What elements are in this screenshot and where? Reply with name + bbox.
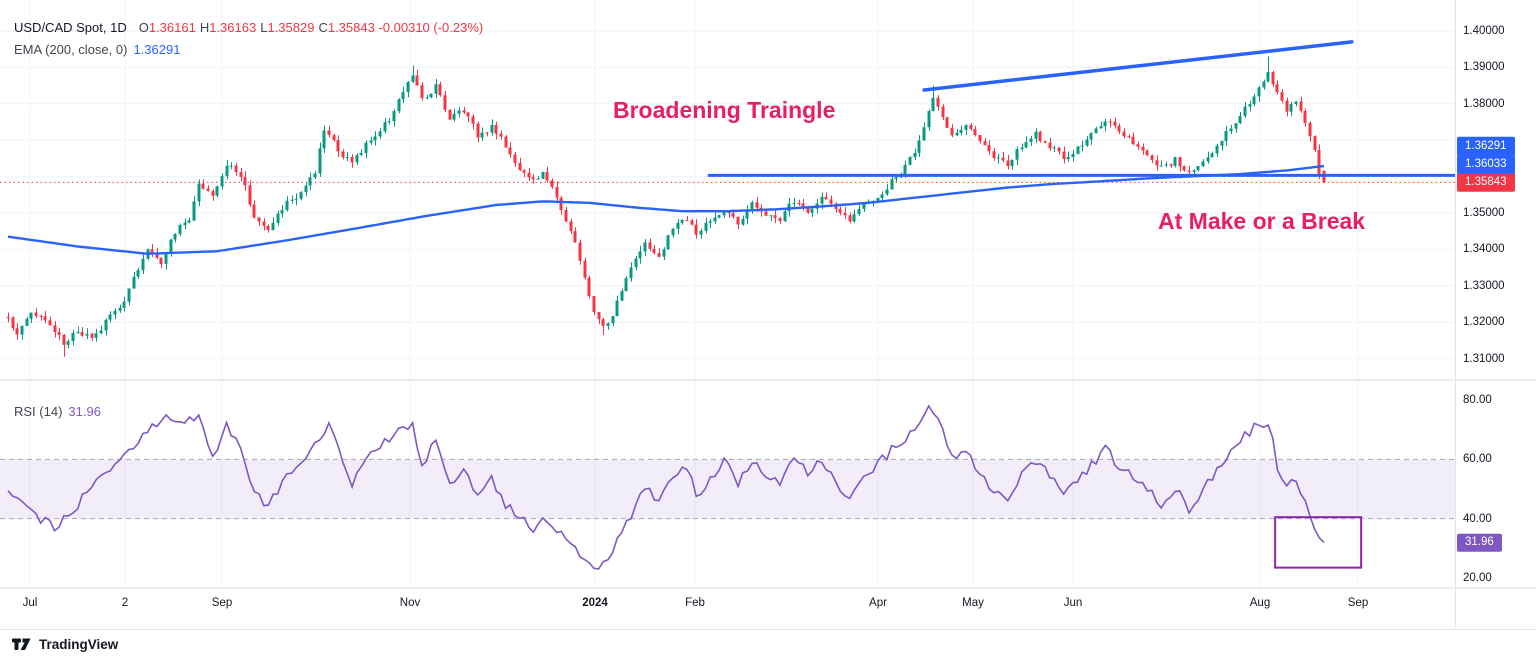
ohlc-high: H1.36163: [199, 20, 257, 35]
rsi-band: [0, 458, 1456, 520]
rsi-axis-badge: 31.96: [1457, 533, 1502, 552]
rsi-axis-label: 40.00: [1463, 512, 1492, 525]
price-axis-label: 1.35000: [1463, 207, 1505, 219]
price-axis-label: 1.39000: [1463, 61, 1505, 74]
change-value: -0.00310 (-0.23%): [378, 20, 484, 35]
symbol-title[interactable]: USD/CAD Spot, 1D: [14, 20, 127, 35]
annotation-text-1[interactable]: Broadening Traingle: [613, 97, 836, 123]
ema-legend: EMA (200, close, 0) 1.36291: [14, 42, 180, 57]
ema-value: 1.36291: [133, 42, 181, 57]
price-axis-label: 1.34000: [1463, 243, 1505, 256]
time-axis-label: Sep: [1347, 597, 1369, 609]
tradingview-logo-icon[interactable]: [12, 637, 32, 651]
time-axis-label: Apr: [869, 597, 887, 609]
rsi-label[interactable]: RSI (14): [14, 404, 63, 419]
time-axis-label: Aug: [1249, 597, 1271, 609]
price-axis-label: 1.40000: [1463, 25, 1505, 37]
time-axis-label: 2: [121, 597, 129, 609]
time-axis-label: Feb: [685, 597, 705, 609]
price-axis-badge: 1.36291: [1457, 137, 1515, 156]
time-axis-label: Jul: [22, 597, 38, 609]
rsi-axis-label: 80.00: [1463, 394, 1492, 406]
time-axis-label: 2024: [582, 597, 608, 609]
ohlc-open: O1.36161: [138, 20, 196, 35]
brand-text[interactable]: TradingView: [39, 636, 119, 652]
time-axis-label: Sep: [211, 597, 233, 609]
footer-bar: TradingView: [0, 629, 1536, 658]
price-axis-label: 1.32000: [1463, 316, 1505, 329]
price-axis-label: 1.33000: [1463, 279, 1505, 292]
price-axis-label: 1.38000: [1463, 97, 1505, 110]
time-axis-label: May: [962, 597, 984, 609]
rsi-line[interactable]: [7, 404, 1325, 570]
rsi-rectangle-drawing[interactable]: [1274, 516, 1363, 569]
ohlc-close: C1.35843: [318, 20, 375, 35]
ohlc-low: L1.35829: [260, 20, 315, 35]
rsi-legend: RSI (14) 31.96: [14, 404, 101, 419]
rsi-axis-label: 20.00: [1463, 572, 1492, 584]
candles-layer[interactable]: [6, 56, 1326, 357]
symbol-legend: USD/CAD Spot, 1D O1.36161 H1.36163 L1.35829…: [14, 20, 483, 35]
annotation-text-2[interactable]: At Make or a Break: [1158, 208, 1366, 234]
time-axis-label: Jun: [1063, 597, 1083, 609]
ema-line[interactable]: [7, 164, 1325, 256]
rsi-axis-label: 60.00: [1463, 453, 1492, 466]
price-axis-label: 1.31000: [1463, 352, 1505, 365]
trendline-drawing[interactable]: [922, 40, 1354, 92]
ema-label[interactable]: EMA (200, close, 0): [14, 42, 128, 57]
price-chart-canvas[interactable]: [0, 0, 1536, 628]
price-axis-badge: 1.35843: [1457, 173, 1515, 192]
rsi-value: 31.96: [68, 404, 101, 419]
time-axis-label: Nov: [399, 597, 421, 609]
price-axis-badge: 1.36033: [1457, 155, 1515, 174]
